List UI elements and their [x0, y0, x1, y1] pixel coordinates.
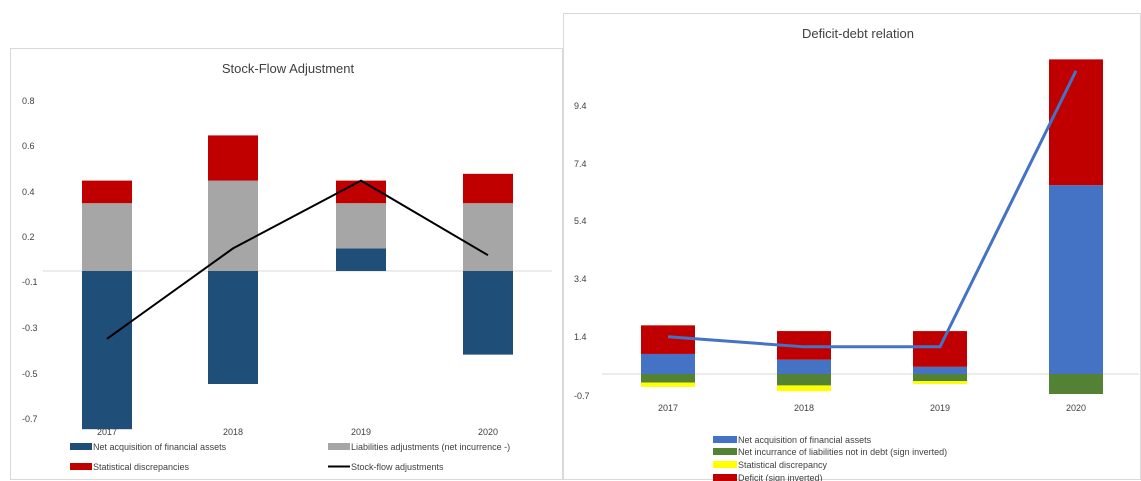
legend-label: Deficit (sign inverted): [738, 473, 823, 481]
bar-segment: [336, 248, 386, 271]
y-tick-label: 5.4: [574, 216, 587, 226]
bar-segment: [336, 203, 386, 249]
legend-swatch: [713, 436, 737, 443]
bar-segment: [913, 331, 967, 367]
legend-label: Statistical discrepancy: [738, 460, 828, 470]
bar-segment: [641, 373, 695, 383]
legend-label: Stock-flow adjustments: [351, 462, 444, 472]
legend-swatch: [713, 474, 737, 481]
bar-segment: [82, 271, 132, 430]
bar-segment: [208, 135, 258, 181]
legend-label: Statistical discrepancies: [93, 462, 190, 472]
y-tick-label: 9.4: [574, 101, 587, 111]
bar-segment: [641, 325, 695, 354]
bar-segment: [463, 173, 513, 204]
bar-segment: [777, 359, 831, 374]
legend-swatch: [328, 443, 350, 450]
x-category-label: 2017: [658, 403, 678, 413]
bar-segment: [1049, 59, 1103, 186]
bar-segment: [777, 385, 831, 392]
bar-segment: [641, 382, 695, 387]
y-tick-label: 7.4: [574, 159, 587, 169]
deficit-debt-chart-panel: Deficit-debt relation 9.4 7.4 5.4 3.4 1.4 -0.7…: [563, 13, 1141, 481]
bar-segment: [1049, 185, 1103, 374]
y-tick-label: 0.8: [22, 96, 35, 106]
y-tick-label: -0.5: [22, 369, 38, 379]
bar-segment: [913, 366, 967, 374]
bar-segment: [1049, 373, 1103, 394]
legend-swatch: [70, 443, 92, 450]
y-tick-label: -0.7: [574, 391, 590, 401]
x-category-label: 2020: [478, 427, 498, 437]
legend-label: Liabilities adjustments (net incurrence …: [351, 442, 510, 452]
bar-segment: [913, 373, 967, 382]
chart-title: Deficit-debt relation: [802, 26, 914, 41]
x-category-label: 2020: [1066, 403, 1086, 413]
chart-title: Stock-Flow Adjustment: [222, 61, 355, 76]
legend-label: Net acquisition of financial assets: [738, 435, 872, 445]
y-tick-label: -0.3: [22, 323, 38, 333]
deficit-debt-chart: Deficit-debt relation 9.4 7.4 5.4 3.4 1.4 -0.7…: [574, 26, 1139, 481]
y-tick-label: 1.4: [574, 332, 587, 342]
x-category-label: 2018: [794, 403, 814, 413]
y-tick-label: -0.1: [22, 277, 38, 287]
legend-label: Net incurrance of liabilities not in deb…: [738, 447, 947, 457]
stock-flow-chart: Stock-Flow Adjustment 0.8 0.6 0.4 0.2 -0.1 -0.…: [22, 61, 552, 472]
y-tick-label: 3.4: [574, 274, 587, 284]
y-tick-label: 0.2: [22, 232, 35, 242]
bar-segment: [463, 271, 513, 355]
stock-flow-chart-panel: Stock-Flow Adjustment 0.8 0.6 0.4 0.2 -0.1 -0.…: [10, 48, 563, 480]
series-line: [667, 70, 1078, 349]
bar-segment: [777, 373, 831, 386]
x-category-label: 2019: [930, 403, 950, 413]
legend-swatch: [70, 463, 92, 470]
bar-segment: [208, 180, 258, 271]
y-tick-label: -0.7: [22, 414, 38, 424]
y-tick-label: 0.6: [22, 141, 35, 151]
bar-segment: [641, 353, 695, 374]
bar-segment: [913, 381, 967, 384]
bar-segment: [82, 203, 132, 271]
x-category-label: 2017: [97, 427, 117, 437]
legend-label: Net acquisition of financial assets: [93, 442, 227, 452]
legend-swatch: [713, 461, 737, 468]
y-tick-label: 0.4: [22, 187, 35, 197]
legend-swatch: [713, 448, 737, 455]
bar-segment: [463, 203, 513, 271]
bar-segment: [82, 180, 132, 204]
bar-segment: [208, 271, 258, 384]
x-category-label: 2019: [351, 427, 371, 437]
x-category-label: 2018: [223, 427, 243, 437]
series-line: [106, 179, 489, 340]
